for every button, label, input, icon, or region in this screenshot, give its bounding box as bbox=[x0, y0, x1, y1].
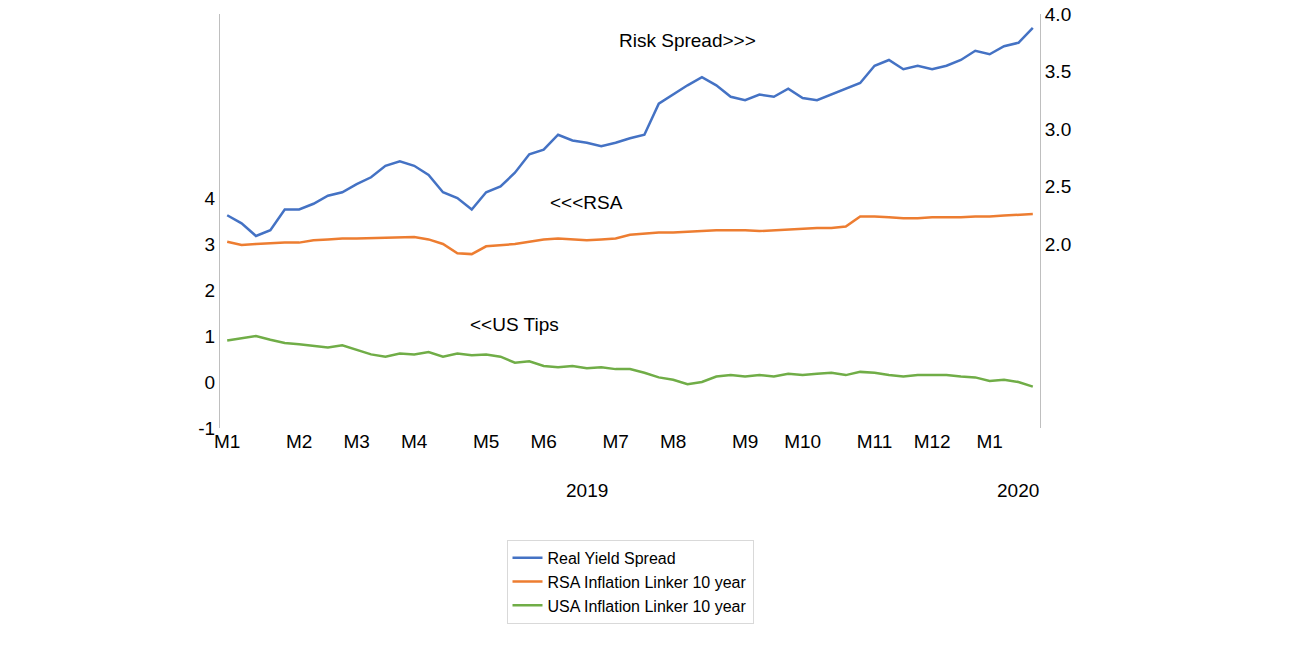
svg-text:4.0: 4.0 bbox=[1045, 4, 1071, 25]
svg-text:<<<RSA: <<<RSA bbox=[550, 192, 623, 213]
svg-text:M7: M7 bbox=[602, 431, 628, 452]
svg-text:2020: 2020 bbox=[997, 480, 1039, 501]
svg-text:3.5: 3.5 bbox=[1045, 61, 1071, 82]
svg-text:M10: M10 bbox=[784, 431, 821, 452]
svg-text:Real Yield Spread: Real Yield Spread bbox=[548, 550, 676, 567]
svg-text:-1: -1 bbox=[198, 418, 215, 439]
svg-text:M8: M8 bbox=[660, 431, 686, 452]
svg-text:M6: M6 bbox=[530, 431, 556, 452]
svg-text:M4: M4 bbox=[401, 431, 428, 452]
svg-text:2019: 2019 bbox=[566, 480, 608, 501]
svg-text:M2: M2 bbox=[286, 431, 312, 452]
svg-text:M5: M5 bbox=[473, 431, 499, 452]
svg-text:M12: M12 bbox=[914, 431, 951, 452]
svg-text:Risk Spread>>>: Risk Spread>>> bbox=[619, 30, 756, 51]
svg-text:2: 2 bbox=[205, 280, 216, 301]
svg-text:2.5: 2.5 bbox=[1045, 176, 1071, 197]
svg-text:2.0: 2.0 bbox=[1045, 234, 1071, 255]
svg-text:M9: M9 bbox=[732, 431, 758, 452]
svg-text:M11: M11 bbox=[857, 431, 893, 452]
svg-text:4: 4 bbox=[205, 188, 216, 209]
svg-text:USA Inflation Linker 10 year: USA Inflation Linker 10 year bbox=[548, 598, 747, 615]
svg-text:3: 3 bbox=[205, 234, 216, 255]
svg-text:0: 0 bbox=[205, 372, 216, 393]
svg-text:1: 1 bbox=[205, 326, 216, 347]
svg-text:3.0: 3.0 bbox=[1045, 119, 1071, 140]
svg-text:M1: M1 bbox=[976, 431, 1002, 452]
svg-text:RSA Inflation Linker 10 year: RSA Inflation Linker 10 year bbox=[548, 574, 747, 591]
svg-text:<<US Tips: <<US Tips bbox=[470, 314, 559, 335]
svg-text:M3: M3 bbox=[343, 431, 369, 452]
svg-text:M1: M1 bbox=[214, 431, 240, 452]
